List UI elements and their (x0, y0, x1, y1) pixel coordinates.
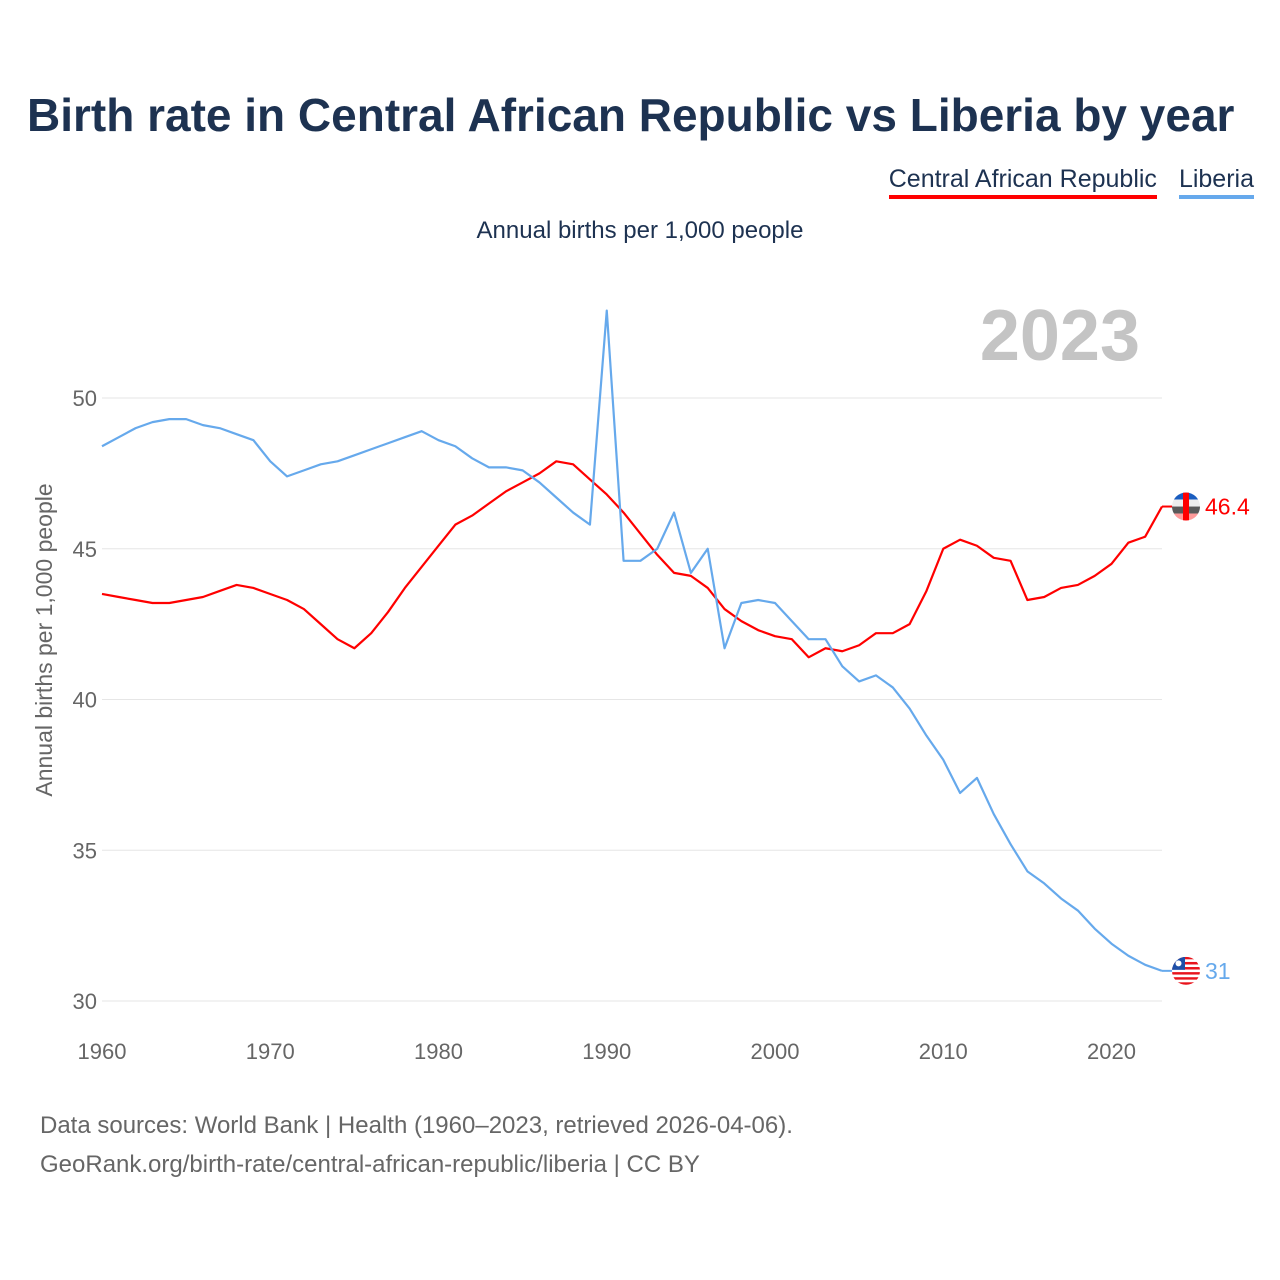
legend: Central African Republic Liberia (888, 165, 1254, 199)
y-tick-label: 50 (73, 386, 97, 411)
year-watermark: 2023 (980, 296, 1140, 376)
x-tick-label: 2020 (1087, 1039, 1136, 1064)
y-tick-label: 30 (73, 989, 97, 1014)
car-flag-icon (1172, 492, 1200, 521)
y-axis-label: Annual births per 1,000 people (31, 483, 57, 796)
end-value-label: 46.4 (1205, 494, 1250, 520)
y-tick-label: 40 (73, 688, 97, 713)
x-tick-label: 1980 (414, 1039, 463, 1064)
legend-item-liberia[interactable]: Liberia (1178, 165, 1254, 199)
series-line-liberia (101, 309, 1163, 972)
series-line-car (101, 460, 1163, 659)
chart-subtitle: Annual births per 1,000 people (476, 217, 804, 244)
chart-title: Birth rate in Central African Republic v… (27, 89, 1235, 141)
footer: Data sources: World Bank | Health (1960–… (40, 1106, 793, 1184)
liberia-flag-icon (1172, 956, 1200, 985)
y-tick-label: 45 (73, 537, 97, 562)
footer-sources: Data sources: World Bank | Health (1960–… (40, 1112, 793, 1139)
x-tick-label: 1970 (246, 1039, 295, 1064)
x-tick-label: 1990 (582, 1039, 631, 1064)
x-tick-label: 1960 (78, 1039, 127, 1064)
end-value-label: 31 (1205, 958, 1231, 984)
footer-link[interactable]: GeoRank.org/birth-rate/central-african-r… (40, 1151, 700, 1178)
legend-item-car[interactable]: Central African Republic (888, 165, 1157, 199)
x-tick-label: 2010 (919, 1039, 968, 1064)
x-tick-label: 2000 (751, 1039, 800, 1064)
y-tick-label: 35 (73, 838, 97, 863)
